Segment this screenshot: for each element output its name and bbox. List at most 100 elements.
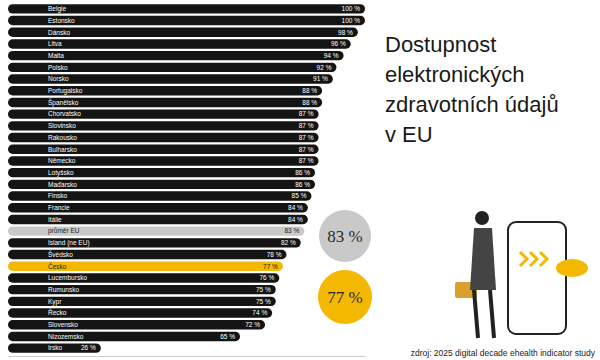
bar	[8, 74, 333, 83]
bar	[8, 16, 365, 25]
data-label: 94 %	[324, 52, 339, 59]
annotation-text: 83 %	[327, 227, 362, 246]
category-label: Belgie	[48, 5, 66, 13]
data-label: 72 %	[245, 321, 260, 328]
bar	[8, 4, 365, 13]
data-label: 100 %	[342, 5, 361, 12]
category-label: průměr EU	[48, 227, 80, 235]
data-label: 26 %	[81, 344, 96, 351]
bar	[8, 250, 286, 259]
data-label: 77 %	[263, 263, 278, 270]
category-label: Řecko	[48, 308, 67, 316]
bar	[8, 133, 319, 142]
person-body	[470, 228, 496, 290]
data-label: 87 %	[299, 134, 314, 141]
data-label: 87 %	[299, 157, 314, 164]
bar	[8, 215, 308, 224]
category-label: Slovinsko	[48, 122, 76, 129]
bar	[8, 180, 315, 189]
data-label: 84 %	[288, 216, 303, 223]
category-label: Lotyšsko	[48, 169, 74, 177]
data-label: 98 %	[338, 29, 353, 36]
category-label: Dánsko	[48, 29, 70, 36]
category-label: Rakousko	[48, 134, 77, 141]
arrow-chevron	[530, 252, 537, 266]
category-label: Španělsko	[48, 98, 79, 107]
bar	[8, 51, 344, 60]
source: zdroj: 2025 digital decade ehealth indic…	[411, 348, 596, 358]
bar	[8, 121, 319, 130]
bar	[8, 285, 276, 294]
bar	[8, 156, 319, 165]
data-label: 74 %	[252, 309, 267, 316]
bar	[8, 297, 276, 306]
arrow-chevron	[540, 252, 547, 266]
category-label: Irsko	[48, 344, 62, 351]
category-label: Litva	[48, 40, 62, 47]
data-label: 75 %	[256, 286, 271, 293]
illustration	[455, 211, 588, 338]
bar	[8, 191, 311, 200]
category-label: Lucembursko	[48, 274, 87, 281]
arrow-chevron	[520, 252, 527, 266]
bar	[8, 308, 272, 317]
data-label: 65 %	[220, 333, 235, 340]
category-label: Polsko	[48, 64, 68, 71]
category-label: Estonsko	[48, 17, 75, 24]
data-label: 78 %	[267, 251, 282, 258]
data-label: 86 %	[295, 181, 310, 188]
bar	[8, 203, 308, 212]
data-label: 91 %	[313, 75, 328, 82]
data-label: 87 %	[299, 110, 314, 117]
bar	[8, 262, 283, 271]
bar	[8, 145, 319, 154]
data-label: 84 %	[288, 204, 303, 211]
person-head	[475, 211, 489, 225]
bar	[8, 109, 319, 118]
category-label: Bulharsko	[48, 146, 77, 153]
annotation-circle	[319, 210, 371, 262]
bar	[8, 343, 101, 352]
bar	[8, 39, 351, 48]
category-label: Rumunsko	[48, 286, 79, 293]
data-label: 76 %	[259, 274, 274, 281]
category-label: Portugalsko	[48, 87, 83, 95]
category-label: Francie	[48, 204, 70, 211]
category-label: Německo	[48, 157, 76, 164]
phone	[508, 222, 566, 334]
annotation-text: 77 %	[327, 288, 362, 307]
data-label: 88 %	[302, 99, 317, 106]
bar	[8, 332, 240, 341]
bar	[8, 320, 265, 329]
data-label: 88 %	[302, 87, 317, 94]
category-label: Itálie	[48, 216, 62, 223]
data-label: 87 %	[299, 122, 314, 129]
category-label: Švédsko	[48, 250, 73, 258]
data-label: 86 %	[295, 169, 310, 176]
category-label: Slovensko	[48, 321, 78, 328]
data-label: 83 %	[284, 227, 299, 234]
data-label: 75 %	[256, 298, 271, 305]
bar	[8, 86, 322, 95]
data-label: 85 %	[292, 192, 307, 199]
data-label: 87 %	[299, 146, 314, 153]
category-label: Česko	[48, 262, 67, 270]
bar	[8, 28, 358, 37]
category-label: Nizozemsko	[48, 333, 84, 340]
title: Dostupnostelektronickýchzdravotních údaj…	[385, 32, 559, 147]
category-label: Chorvatsko	[48, 110, 81, 117]
bar-labels: Belgie 100 % Estonsko 100 % Dánsko 98 % Litva 9…	[48, 5, 360, 351]
category-label: Maďarsko	[48, 181, 77, 188]
bar	[8, 273, 279, 282]
category-label: Malta	[48, 52, 64, 59]
x-axis-line	[9, 356, 366, 357]
cloud	[556, 259, 588, 277]
bar	[8, 98, 322, 107]
data-label: 100 %	[342, 17, 361, 24]
person-legs	[474, 290, 494, 338]
data-label: 96 %	[331, 40, 346, 47]
bar	[8, 168, 315, 177]
category-label: Finsko	[48, 192, 68, 199]
data-label: 92 %	[317, 64, 332, 71]
bar	[8, 238, 301, 247]
